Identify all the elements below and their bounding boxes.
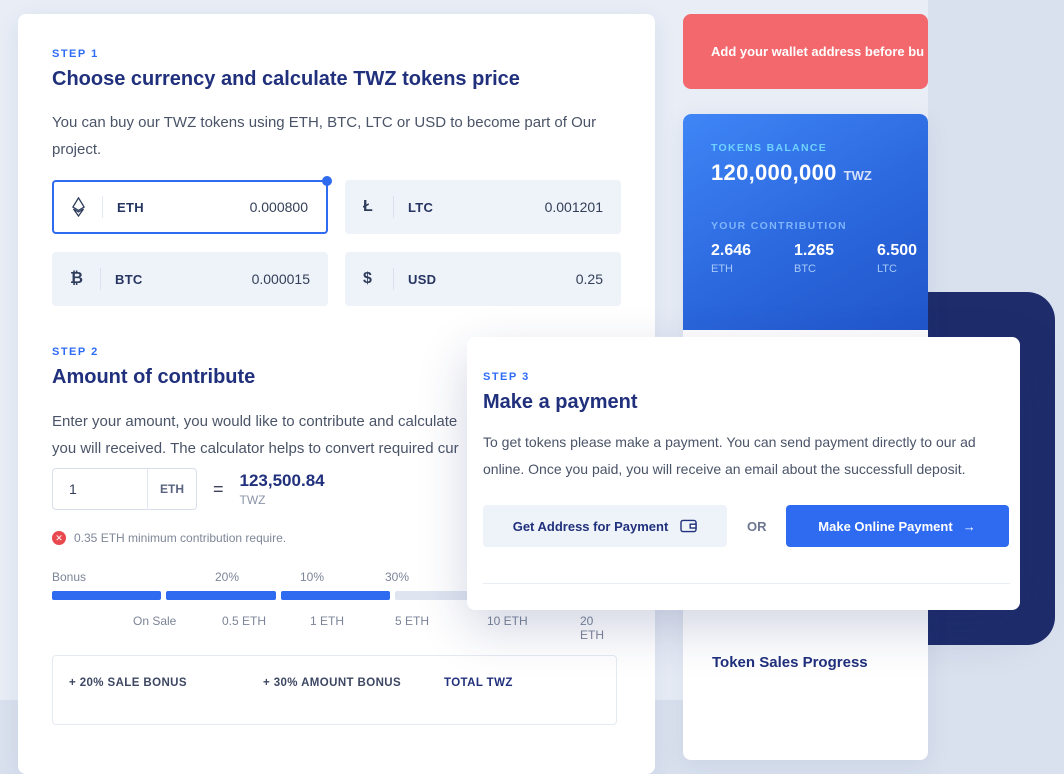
step2-label: STEP 2 <box>52 346 99 358</box>
wallet-address-alert[interactable]: Add your wallet address before bu <box>683 14 928 89</box>
step1-label: STEP 1 <box>52 48 99 60</box>
currency-tile-btc[interactable]: ₿ BTC 0.000015 <box>52 252 328 306</box>
currency-tile-usd[interactable]: $ USD 0.25 <box>345 252 621 306</box>
or-label: OR <box>747 518 767 534</box>
bonus-bar-segment <box>395 591 505 600</box>
get-address-button-label: Get Address for Payment <box>512 518 669 534</box>
bonus-axis-label: 1 ETH <box>310 614 345 628</box>
your-contribution-label: YOUR CONTRIBUTION <box>711 220 847 232</box>
balance-card: TOKENS BALANCE 120,000,000 TWZ YOUR CONT… <box>683 114 928 760</box>
step3-label: STEP 3 <box>483 371 530 383</box>
currency-code: BTC <box>115 271 143 287</box>
currency-rate: 0.25 <box>575 271 603 287</box>
sale-bonus-label: + 20% SALE BONUS <box>69 677 187 689</box>
step2-description-line1: Enter your amount, you would like to con… <box>52 413 458 430</box>
usd-icon: $ <box>363 270 372 287</box>
divider <box>393 268 394 290</box>
amount-currency-suffix: ETH <box>147 468 196 510</box>
token-sales-progress-title: Token Sales Progress <box>712 654 868 671</box>
currency-rate: 0.000800 <box>249 199 308 215</box>
divider <box>102 196 103 218</box>
payment-card: STEP 3 Make a payment To get tokens plea… <box>467 337 1020 610</box>
error-message: 0.35 ETH minimum contribution require. <box>74 531 287 545</box>
currency-tile-ltc[interactable]: Ł LTC 0.001201 <box>345 180 621 234</box>
bonus-axis-label: 20 ETH <box>580 614 604 642</box>
contribution-unit: LTC <box>877 263 897 275</box>
contribution-value: 1.265 <box>794 242 835 259</box>
bonus-axis-label: 0.5 ETH <box>222 614 267 628</box>
error-icon: ✕ <box>52 531 66 545</box>
tokens-balance-value: 120,000,000 <box>711 160 837 185</box>
currency-grid: ETH 0.000800 Ł LTC 0.001201 ₿ BTC 0.0000… <box>52 176 621 306</box>
total-twz-label: TOTAL TWZ <box>444 677 513 689</box>
contribution-value: 6.500 <box>877 242 918 259</box>
pay-button-label: Make Online Payment <box>818 518 953 534</box>
contribution-unit: ETH <box>711 263 733 275</box>
currency-code: ETH <box>117 199 144 215</box>
token-result-value: 123,500.84 <box>239 471 325 490</box>
step2-description-line2: you will received. The calculator helps … <box>52 440 459 457</box>
bonus-percent-label: 30% <box>385 570 410 584</box>
minimum-contribution-error: ✕ 0.35 ETH minimum contribution require. <box>52 531 286 545</box>
tokens-balance-label: TOKENS BALANCE <box>711 142 828 154</box>
divider <box>483 583 1010 584</box>
wallet-icon <box>680 519 697 533</box>
step2-title: Amount of contribute <box>52 366 256 388</box>
divider <box>393 196 394 218</box>
bonus-bar-segment <box>166 591 276 600</box>
contribution-value: 2.646 <box>711 242 752 259</box>
currency-code: USD <box>408 271 437 287</box>
currency-tile-eth[interactable]: ETH 0.000800 <box>52 176 332 234</box>
make-online-payment-button[interactable]: Make Online Payment → <box>785 505 1009 547</box>
amount-input-box: ETH <box>52 468 197 510</box>
ltc-icon: Ł <box>363 198 373 215</box>
payment-buttons-row: Get Address for Payment OR Make Online P… <box>483 505 1009 547</box>
token-result-unit: TWZ <box>239 493 266 507</box>
step3-description-line1: To get tokens please make a payment. You… <box>483 434 976 450</box>
currency-rate: 0.001201 <box>544 199 603 215</box>
currency-rate: 0.000015 <box>251 271 310 287</box>
contribution-ltc: 6.500 LTC <box>877 242 928 275</box>
contribution-unit: BTC <box>794 263 816 275</box>
bonus-progress: Bonus 20% 10% 30% 50% On Sale 0.5 ETH 1 … <box>52 570 620 646</box>
bonus-axis-label: 10 ETH <box>487 614 528 628</box>
amount-input[interactable] <box>53 481 147 497</box>
bonus-summary-box: + 20% SALE BONUS + 30% AMOUNT BONUS TOTA… <box>52 655 617 725</box>
tokens-balance-unit: TWZ <box>843 168 872 183</box>
tokens-balance-panel: TOKENS BALANCE 120,000,000 TWZ YOUR CONT… <box>683 114 928 330</box>
step3-title: Make a payment <box>483 391 638 413</box>
equals-sign: = <box>213 478 224 499</box>
contribution-row: 2.646 ETH 1.265 BTC 6.500 LTC <box>711 242 928 275</box>
currency-code: LTC <box>408 199 434 215</box>
bonus-axis-label: 5 ETH <box>395 614 430 628</box>
amount-row: ETH = 123,500.84 TWZ <box>52 468 325 510</box>
bonus-axis-label: On Sale <box>133 614 177 628</box>
bonus-label: Bonus <box>52 570 87 584</box>
contribution-eth: 2.646 ETH <box>711 242 794 275</box>
eth-icon <box>72 197 94 217</box>
step1-title: Choose currency and calculate TWZ tokens… <box>52 68 520 90</box>
step3-description-line2: online. Once you paid, you will receive … <box>483 461 966 477</box>
bonus-bar-segment <box>52 591 162 600</box>
amount-bonus-label: + 30% AMOUNT BONUS <box>263 677 402 689</box>
get-address-button[interactable]: Get Address for Payment <box>483 505 727 547</box>
selected-indicator-dot <box>322 176 332 186</box>
bonus-percent-label: 10% <box>300 570 325 584</box>
bonus-percent-label: 20% <box>215 570 240 584</box>
bonus-bar-segment <box>280 591 391 600</box>
contribution-btc: 1.265 BTC <box>794 242 877 275</box>
btc-icon: ₿ <box>70 270 84 287</box>
divider <box>100 268 101 290</box>
step1-description: You can buy our TWZ tokens using ETH, BT… <box>52 114 597 158</box>
arrow-right-icon: → <box>962 518 976 534</box>
